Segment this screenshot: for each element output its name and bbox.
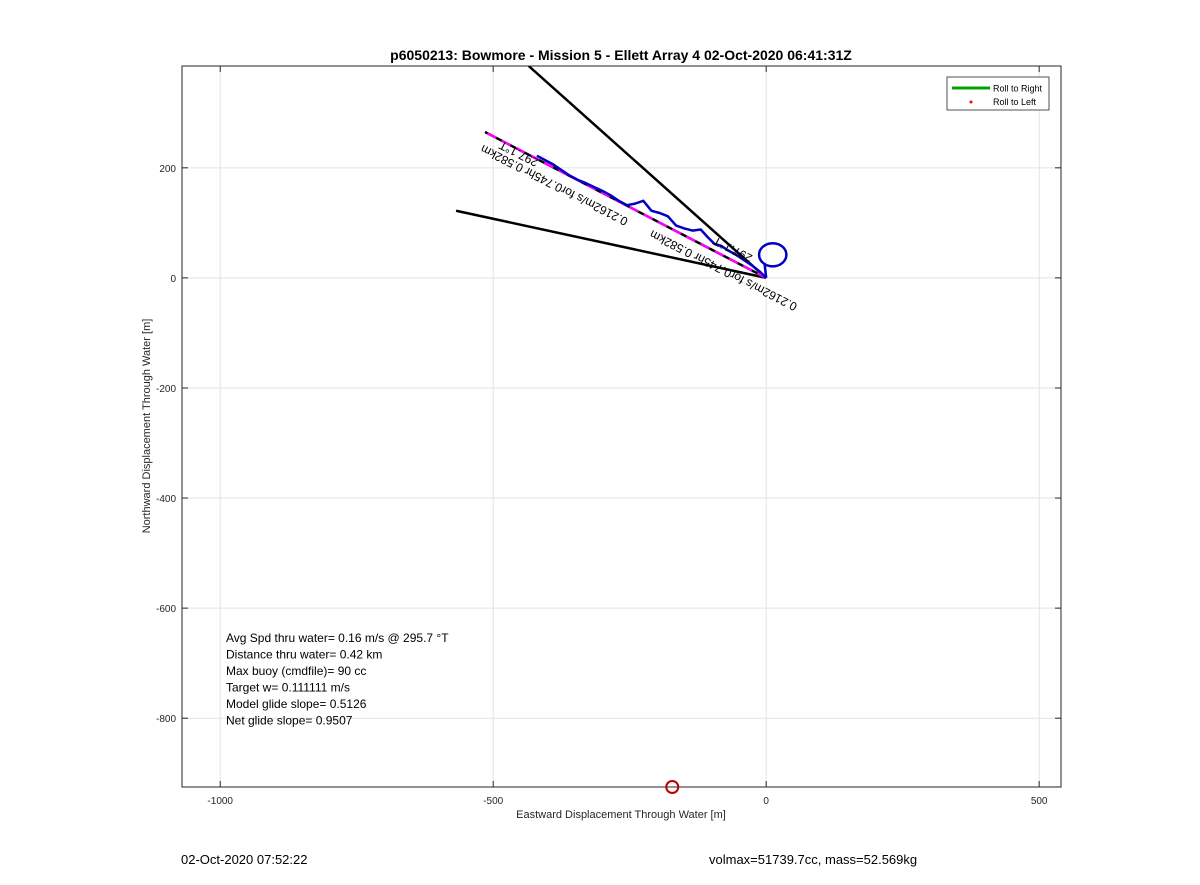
legend-box xyxy=(946,76,1050,111)
stats-line: Distance thru water= 0.42 km xyxy=(226,648,382,662)
x-tick-label: 500 xyxy=(1031,796,1048,807)
stats-line: Target w= 0.111111 m/s xyxy=(226,681,350,695)
legend: Roll to Right Roll to Left xyxy=(946,76,1050,111)
stats-line: Model glide slope= 0.5126 xyxy=(226,697,367,711)
axes-box xyxy=(181,65,1062,788)
stats-line: Avg Spd thru water= 0.16 m/s @ 295.7 °T xyxy=(226,631,449,645)
stats-line: Max buoy (cmdfile)= 90 cc xyxy=(226,664,366,678)
x-tick-label: 0 xyxy=(763,796,769,807)
y-tick-label: -600 xyxy=(156,604,176,615)
legend-roll-left-label: Roll to Left xyxy=(993,97,1037,107)
y-tick-label: 0 xyxy=(170,274,176,285)
track-line xyxy=(536,154,768,279)
y-tick-label: -200 xyxy=(156,384,176,395)
x-tick-label: -500 xyxy=(483,796,503,807)
y-tick-label: 200 xyxy=(159,164,176,175)
heading-line xyxy=(484,130,767,280)
footer-volmax-mass: volmax=51739.7cc, mass=52.569kg xyxy=(709,852,918,867)
x-axis-label: Eastward Displacement Through Water [m] xyxy=(516,809,726,821)
stats-line: Net glide slope= 0.9507 xyxy=(226,714,353,728)
tick-labels: -1000 -500 0 500 200 0 -200 -400 -600 -800 xyxy=(156,66,1061,807)
chart-title: p6050213: Bowmore - Mission 5 - Ellett A… xyxy=(390,47,852,63)
x-tick-label: -1000 xyxy=(207,796,233,807)
wedge-line-upper xyxy=(527,66,768,279)
track-loop-connector xyxy=(763,263,768,279)
legend-roll-left-swatch xyxy=(969,100,973,104)
track-loop xyxy=(757,241,788,268)
y-tick-label: -400 xyxy=(156,494,176,505)
footer-timestamp: 02-Oct-2020 07:52:22 xyxy=(181,852,308,867)
wedge-line-lower xyxy=(455,209,767,280)
y-tick-label: -800 xyxy=(156,714,176,725)
stats-block: Avg Spd thru water= 0.16 m/s @ 295.7 °T D… xyxy=(226,631,449,728)
y-axis-label: Northward Displacement Through Water [m] xyxy=(141,319,153,534)
legend-roll-right-label: Roll to Right xyxy=(993,84,1043,94)
grid-lines xyxy=(182,66,1061,787)
target-marker xyxy=(665,780,680,794)
